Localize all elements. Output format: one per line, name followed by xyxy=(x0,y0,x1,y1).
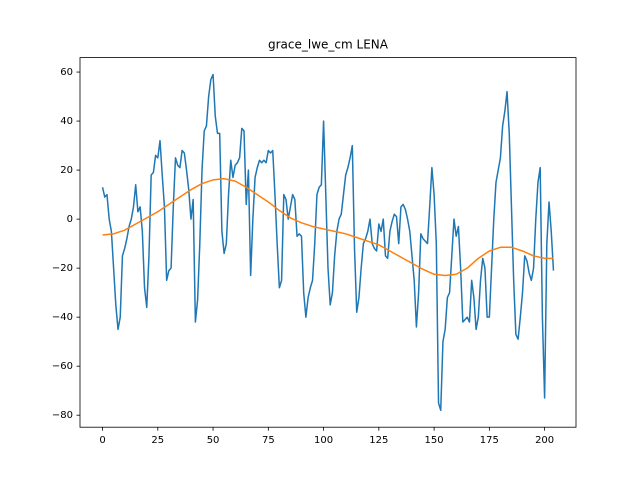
x-tick-label: 200 xyxy=(535,435,554,446)
y-tick-label: 20 xyxy=(60,165,73,176)
x-tick-label: 125 xyxy=(369,435,388,446)
x-tick-label: 50 xyxy=(207,435,220,446)
y-tick-label: 40 xyxy=(60,116,73,127)
x-tick-label: 100 xyxy=(314,435,333,446)
axes-frame xyxy=(79,57,577,428)
y-tick-label: −60 xyxy=(52,361,73,372)
y-tick-label: −40 xyxy=(52,312,73,323)
x-tick-label: 175 xyxy=(480,435,499,446)
series-line xyxy=(101,73,555,412)
x-tick-label: 75 xyxy=(262,435,275,446)
y-tick-label: −20 xyxy=(52,263,73,274)
series-line xyxy=(102,177,554,277)
x-tick-label: 0 xyxy=(99,435,105,446)
chart-title: grace_lwe_cm LENA xyxy=(268,38,389,52)
x-tick-label: 150 xyxy=(425,435,444,446)
x-tick-label: 25 xyxy=(151,435,164,446)
y-tick-label: −80 xyxy=(52,410,73,421)
y-tick-label: 60 xyxy=(60,67,73,78)
y-tick-label: 0 xyxy=(67,214,73,225)
